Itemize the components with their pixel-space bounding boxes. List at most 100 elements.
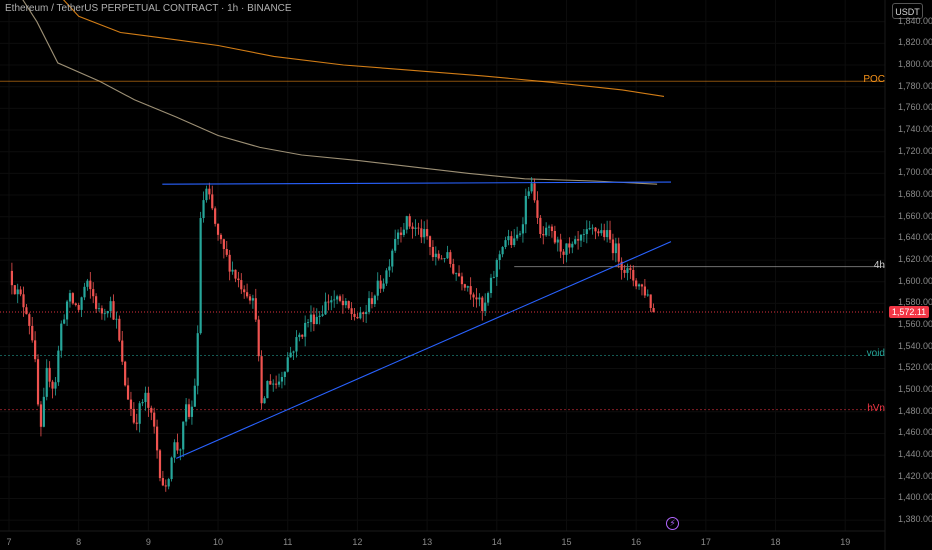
candle-body	[510, 236, 513, 246]
candle-body	[388, 266, 391, 271]
candle-body	[31, 325, 34, 341]
candle-body	[481, 297, 484, 312]
candle-body	[135, 422, 138, 424]
candle-body	[600, 230, 603, 234]
level-label-hvn: hVn	[867, 402, 885, 414]
candle-body	[54, 382, 57, 389]
candle-body	[222, 239, 225, 249]
candle-body	[248, 296, 252, 301]
candle-body	[475, 297, 478, 300]
candle-body	[228, 254, 231, 272]
candle-body	[164, 485, 167, 487]
lightning-icon[interactable]: ⚡	[666, 517, 679, 530]
price-tick-label: 1,840.00	[898, 15, 932, 26]
candle-body	[318, 315, 321, 317]
candle-body	[341, 300, 345, 306]
candle-body	[13, 285, 16, 295]
candle-body	[428, 236, 432, 247]
candle-body	[370, 298, 374, 305]
grid	[0, 0, 885, 531]
candle-body	[350, 308, 353, 314]
candle-body	[446, 252, 449, 259]
candle-body	[309, 314, 313, 323]
band-line-upper	[62, 0, 665, 97]
candle-body	[272, 383, 275, 385]
candle-body	[63, 319, 66, 324]
candle-body	[126, 385, 130, 400]
candle-body	[542, 233, 545, 236]
price-tick-label: 1,420.00	[898, 470, 932, 481]
candle-body	[359, 312, 362, 319]
candle-body	[443, 258, 446, 260]
candle-body	[193, 385, 196, 407]
candle-body	[463, 284, 466, 288]
candle-body	[280, 376, 284, 382]
candle-body	[571, 243, 574, 248]
candle-body	[240, 280, 243, 290]
candle-body	[251, 298, 254, 301]
current-price-tag: 1,572.11	[889, 305, 929, 318]
candle-body	[170, 457, 173, 480]
candle-body	[65, 301, 69, 320]
candle-body	[417, 227, 420, 229]
candle-body	[208, 188, 211, 195]
candle-body	[495, 259, 498, 277]
candle-body	[190, 406, 194, 417]
candle-body	[19, 289, 22, 295]
candles	[10, 177, 655, 492]
price-tick-label: 1,460.00	[898, 427, 932, 438]
time-tick-label: 9	[145, 537, 151, 547]
candle-body	[257, 319, 260, 357]
price-tick-label: 1,640.00	[898, 232, 932, 243]
candle-body	[97, 308, 101, 310]
candle-body	[132, 408, 135, 423]
candle-body	[10, 270, 14, 286]
candle-body	[431, 246, 435, 258]
band-lines	[22, 0, 665, 185]
candle-body	[518, 233, 522, 235]
candle-body	[60, 323, 63, 351]
currency-button[interactable]: USDT	[892, 3, 923, 19]
candle-body	[112, 301, 115, 320]
candle-body	[626, 268, 629, 273]
candle-body	[507, 236, 510, 241]
candle-body	[469, 286, 472, 295]
time-tick-label: 7	[6, 537, 12, 547]
time-tick-label: 11	[283, 537, 293, 547]
candle-body	[652, 307, 655, 313]
price-tick-label: 1,820.00	[898, 37, 932, 48]
candle-body	[466, 286, 469, 288]
price-tick-label: 1,520.00	[898, 362, 932, 373]
candle-body	[147, 392, 150, 408]
price-tick-label: 1,680.00	[898, 189, 932, 200]
candle-body	[295, 337, 298, 352]
time-tick-label: 18	[770, 537, 781, 547]
price-tick-label: 1,500.00	[898, 384, 932, 395]
price-tick-label: 1,660.00	[898, 210, 932, 221]
candle-body	[83, 286, 86, 298]
candle-body	[536, 200, 539, 218]
candle-body	[324, 301, 327, 315]
candle-body	[379, 280, 382, 289]
candle-body	[545, 227, 548, 236]
candle-body	[321, 314, 324, 316]
price-tick-label: 1,800.00	[898, 59, 932, 70]
price-tick-label: 1,380.00	[898, 514, 932, 525]
time-tick-label: 14	[491, 537, 502, 547]
candle-body	[315, 316, 318, 325]
candle-body	[158, 450, 162, 479]
candle-body	[550, 226, 554, 231]
candle-body	[216, 223, 220, 235]
candle-body	[138, 403, 141, 424]
candle-body	[614, 243, 617, 254]
candle-body	[124, 361, 127, 386]
candle-body	[36, 359, 40, 405]
candle-body	[382, 283, 385, 289]
candle-body	[556, 239, 559, 243]
candle-body	[643, 286, 646, 296]
candle-body	[608, 230, 612, 240]
candle-body	[588, 228, 591, 230]
candle-body	[574, 239, 577, 244]
time-tick-label: 13	[422, 537, 433, 547]
